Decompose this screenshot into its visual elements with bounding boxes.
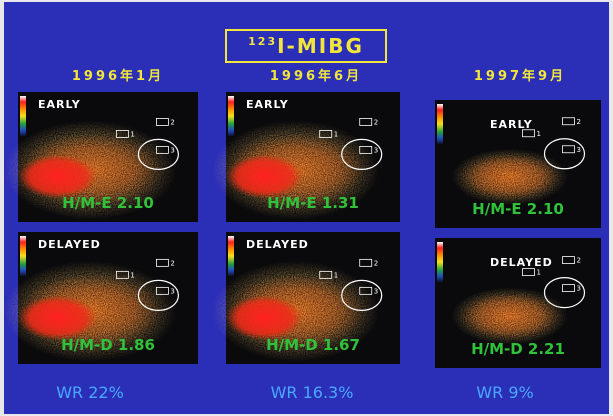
title-sup: 123: [248, 35, 277, 48]
ratio-label: H/M-E 1.31: [267, 194, 359, 212]
roi-label: 2: [170, 259, 174, 267]
color-bar: [20, 236, 26, 276]
scan-image: 1 2 3 EARLY H/M-E 2.10: [4, 92, 198, 222]
roi-label: 1: [334, 130, 338, 138]
roi-label: 3: [576, 285, 580, 293]
washout-rate: WR 16.3%: [271, 383, 354, 402]
date: 1996年6月: [270, 68, 362, 84]
roi-label: 3: [374, 287, 378, 295]
scan-image: 1 2 3 EARLY H/M-E 2.10: [435, 100, 601, 228]
roi-label: 1: [130, 271, 134, 279]
activity-core: [226, 154, 303, 198]
ratio-label: H/M-E 2.10: [472, 200, 564, 218]
roi-label: 2: [576, 257, 580, 265]
phase-label: DELAYED: [38, 238, 101, 251]
color-bar: [228, 236, 234, 276]
scan-image: 1 2 3 DELAYED H/M-D 1.67: [212, 232, 400, 364]
phase-label: EARLY: [38, 98, 81, 111]
roi-label: 2: [374, 259, 378, 267]
roi-label: 1: [130, 130, 134, 138]
ratio-label: H/M-D 1.67: [266, 336, 360, 354]
phase-label: DELAYED: [246, 238, 309, 251]
date: 1996年1月: [72, 68, 164, 84]
roi-label: 3: [170, 287, 174, 295]
phase-label: DELAYED: [490, 256, 553, 269]
roi-label: 2: [170, 118, 174, 126]
title-main: I-MIBG: [277, 34, 364, 58]
roi-label: 3: [576, 146, 580, 154]
roi-label: 1: [536, 269, 540, 277]
phase-label: EARLY: [246, 98, 289, 111]
roi-label: 1: [334, 271, 338, 279]
ratio-label: H/M-D 2.21: [471, 340, 565, 358]
scan-image: 1 2 3 DELAYED H/M-D 2.21: [435, 238, 601, 368]
roi-label: 3: [170, 146, 174, 154]
roi-label: 3: [374, 146, 378, 154]
washout-rate: WR 22%: [56, 383, 124, 402]
activity-core: [18, 295, 97, 340]
phase-label: EARLY: [490, 118, 533, 131]
color-bar: [228, 96, 234, 136]
scan-image: 1 2 3 DELAYED H/M-D 1.86: [4, 232, 198, 364]
scan-image: 1 2 3 EARLY H/M-E 1.31: [212, 92, 400, 222]
ratio-label: H/M-D 1.86: [61, 336, 155, 354]
roi-label: 1: [536, 130, 540, 138]
color-bar: [437, 242, 443, 282]
slide: 123I-MIBG 1996年1月123EARLYH/M-E 2.10123DE…: [0, 0, 613, 416]
activity-core: [226, 295, 303, 340]
activity-halo-soft: [460, 293, 560, 340]
activity-halo-soft: [460, 154, 560, 200]
washout-rate: WR 9%: [476, 383, 533, 402]
ratio-label: H/M-E 2.10: [62, 194, 154, 212]
color-bar: [437, 104, 443, 144]
roi-label: 2: [576, 118, 580, 126]
date: 1997年9月: [474, 68, 566, 84]
roi-label: 2: [374, 118, 378, 126]
activity-core: [18, 154, 97, 198]
color-bar: [20, 96, 26, 136]
